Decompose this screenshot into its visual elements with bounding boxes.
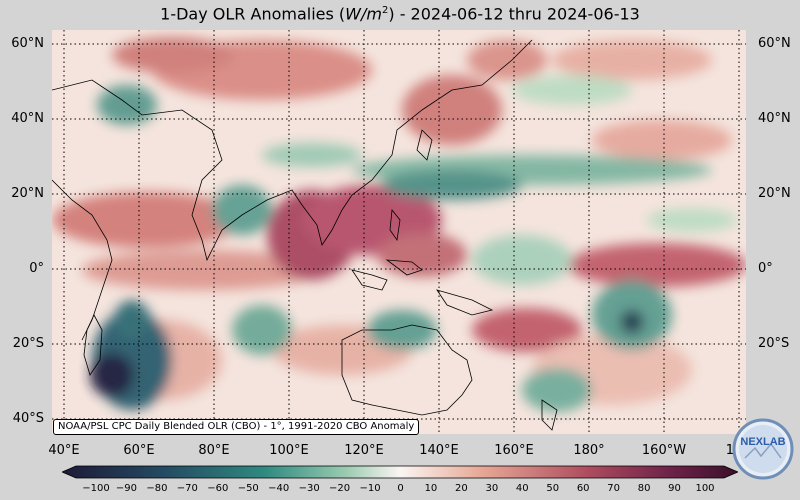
colorbar-tick-label: 90 — [668, 483, 681, 494]
lon-label-140e: 140°E — [419, 443, 459, 458]
nexlab-logo: NEXLAB — [731, 418, 795, 480]
svg-text:NEXLAB: NEXLAB — [740, 436, 785, 448]
colorbar-tick-label: −30 — [298, 483, 320, 494]
colorbar-tick-label: 50 — [546, 483, 560, 494]
lon-label-120e: 120°E — [344, 443, 384, 458]
lon-label-180: 180° — [573, 443, 605, 458]
lat-label-40n-left: 40°N — [11, 111, 44, 126]
colorbar-tick-label: 70 — [607, 483, 621, 494]
colorbar-tick-label: 100 — [695, 483, 715, 494]
coastlines — [52, 39, 558, 431]
lat-label-40n-right: 40°N — [758, 111, 791, 126]
colorbar-tick-label: 30 — [485, 483, 499, 494]
lon-label-80e: 80°E — [198, 443, 230, 458]
olr-anomaly-map — [52, 30, 746, 434]
lat-label-eq-right: 0° — [758, 261, 773, 276]
lon-label-40e: 40°E — [48, 443, 80, 458]
colorbar-tick-label: 10 — [424, 483, 438, 494]
lat-label-60n-right: 60°N — [758, 36, 791, 51]
lat-label-60n-left: 60°N — [11, 36, 44, 51]
colorbar-tick-label: −10 — [359, 483, 381, 494]
lon-label-160e: 160°E — [494, 443, 534, 458]
colorbar-tick-label: −60 — [207, 483, 229, 494]
colorbar-tick-label: −40 — [268, 483, 290, 494]
colorbar-tick-label: 60 — [576, 483, 590, 494]
map-title: 1-Day OLR Anomalies (W/m2) - 2024-06-12 … — [160, 4, 640, 24]
colorbar-tick-label: −20 — [329, 483, 351, 494]
colorbar-tick-label: 20 — [455, 483, 468, 494]
lat-label-20s-left: 20°S — [12, 336, 44, 351]
colorbar-tick-label: −80 — [146, 483, 168, 494]
colorbar-tick-label: −70 — [176, 483, 198, 494]
lat-label-20n-left: 20°N — [11, 186, 44, 201]
lon-label-100e: 100°E — [269, 443, 309, 458]
colorbar-tick-label: −50 — [237, 483, 259, 494]
colorbar-tick-label: 40 — [515, 483, 529, 494]
colorbar-tick-label: −90 — [115, 483, 137, 494]
lon-label-160w: 160°W — [641, 443, 687, 458]
lat-label-40s-left: 40°S — [12, 411, 44, 426]
colorbar — [60, 464, 740, 483]
data-credit-label: NOAA/PSL CPC Daily Blended OLR (CBO) - 1… — [53, 419, 420, 435]
colorbar-tick-label: 80 — [637, 483, 651, 494]
lon-label-60e: 60°E — [123, 443, 155, 458]
lat-label-eq-left: 0° — [29, 261, 44, 276]
colorbar-tick-label: −100 — [82, 483, 110, 494]
colorbar-tick-label: 0 — [397, 483, 404, 494]
lat-label-20n-right: 20°N — [758, 186, 791, 201]
lat-label-20s-right: 20°S — [758, 336, 790, 351]
